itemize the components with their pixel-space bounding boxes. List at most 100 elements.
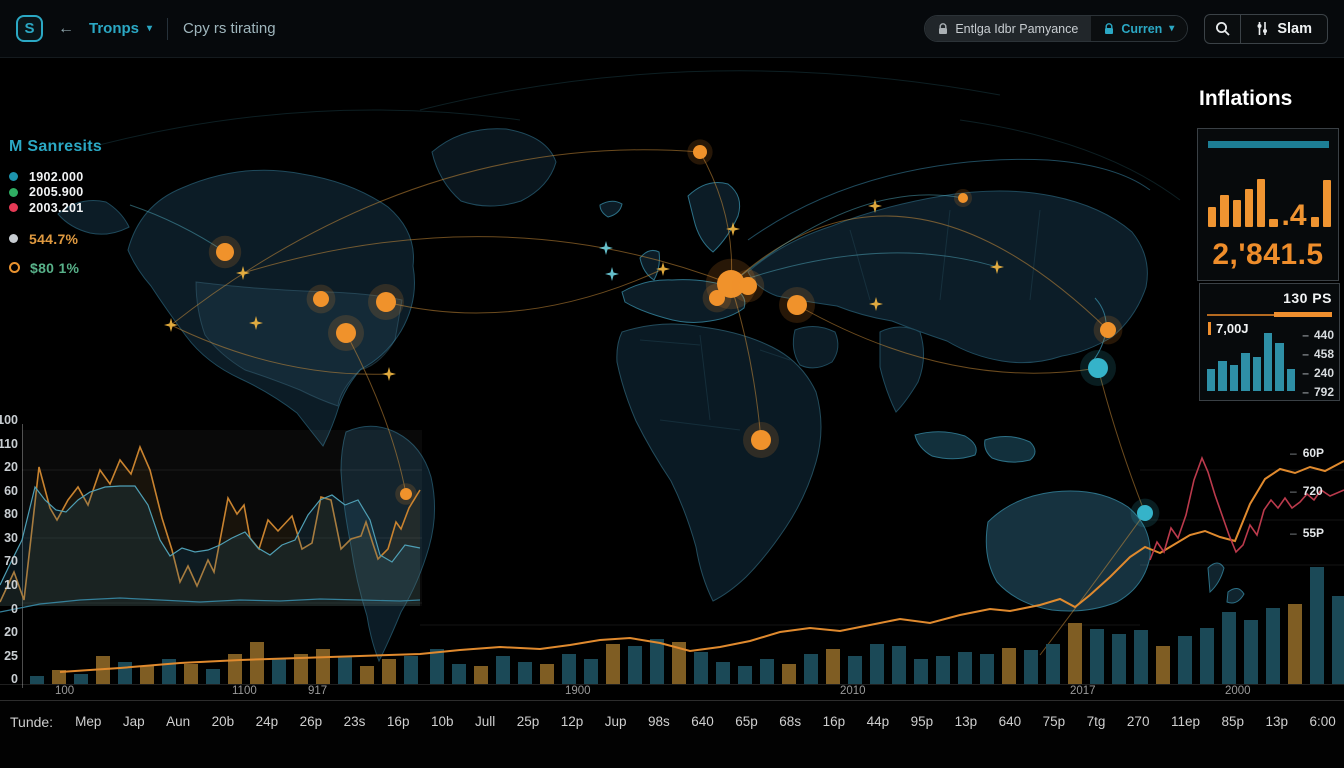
landmass-usa-highlight	[195, 281, 403, 407]
dashboard-stage: M Sanresits 1902.000 2005.900 2003.201 544…	[0, 58, 1344, 700]
timeline-label: 16p	[386, 714, 410, 729]
left-axis-label: 30	[4, 530, 18, 545]
map-node[interactable]	[1137, 505, 1153, 521]
timeline-label: Mep	[75, 714, 102, 729]
map-node[interactable]	[1088, 358, 1108, 378]
back-button[interactable]: ←	[58, 19, 74, 37]
lock-icon	[1105, 22, 1114, 34]
map-node[interactable]	[1100, 322, 1116, 338]
landmass-africa	[616, 323, 822, 602]
map-node[interactable]	[958, 193, 968, 203]
volume-bar	[1112, 634, 1126, 684]
volume-bar	[1046, 644, 1060, 684]
volume-bar	[540, 664, 554, 684]
map-node[interactable]	[739, 277, 757, 295]
map-node[interactable]	[717, 270, 745, 298]
search-button[interactable]	[1205, 14, 1242, 43]
gdp-bar	[1241, 353, 1250, 391]
minor-x-label: 917	[308, 685, 328, 697]
currency-button-label: Curren	[1121, 21, 1163, 36]
left-axis: 100 110 20 60 80 30 70 10 0 20 25 0	[0, 414, 18, 686]
flight-arc	[345, 332, 407, 495]
left-axis-label: 25	[4, 648, 18, 663]
landmass-north-america	[127, 169, 415, 447]
timeline-label: 11ep	[1170, 714, 1200, 729]
flight-arcs-layer	[129, 149, 1146, 656]
minor-x-label: 2000	[1225, 685, 1251, 697]
map-node[interactable]	[336, 323, 356, 343]
gdp-card-value: 7,00J	[1208, 321, 1249, 336]
x-axis-minor: 100 1100 917 1900 2010 2017 2000	[0, 685, 1344, 699]
graticule	[79, 70, 1181, 201]
map-node[interactable]	[313, 291, 329, 307]
volume-bar	[206, 669, 220, 684]
timeline-label: 6:00	[1309, 714, 1336, 729]
value-marker	[1208, 322, 1211, 335]
inflations-card[interactable]: .4 2,'841.5	[1197, 128, 1339, 281]
map-node[interactable]	[216, 243, 234, 261]
minor-x-label: 2010	[840, 685, 866, 697]
sparkle-icon	[164, 318, 178, 332]
timeline-label: 13p	[954, 714, 978, 729]
mini-bar	[1208, 207, 1217, 227]
volume-bar	[360, 666, 374, 684]
lock-icon	[939, 22, 948, 34]
volume-bar	[474, 666, 488, 684]
chart-panels	[0, 424, 1344, 688]
volume-bar	[1156, 646, 1170, 684]
map-node[interactable]	[787, 295, 807, 315]
gdp-tick: –240	[1302, 363, 1334, 382]
map-legend: M Sanresits 1902.000 2005.900 2003.201 544…	[9, 138, 102, 276]
timeline-label: Jap	[122, 714, 145, 729]
sparkle-icon	[382, 367, 396, 381]
timeline-label: 44p	[866, 714, 890, 729]
volume-bar	[74, 674, 88, 684]
volume-bar	[936, 656, 950, 684]
currency-button[interactable]: Curren ▾	[1091, 16, 1188, 41]
volume-bar	[1024, 650, 1038, 684]
left-axis-label: 0	[11, 601, 18, 616]
stat-value: $80 1%	[30, 259, 80, 276]
filter-button[interactable]: Slam	[1241, 15, 1327, 43]
volume-bar	[184, 664, 198, 684]
map-node[interactable]	[376, 292, 396, 312]
inflations-title: Inflations	[1199, 87, 1293, 110]
gdp-progress-line	[1207, 312, 1332, 317]
gdp-bar	[1207, 369, 1216, 391]
nav-title-dropdown[interactable]: Tronps ▾	[89, 20, 152, 37]
landmass-iceland	[599, 200, 623, 218]
filter-sliders-icon	[1257, 22, 1268, 35]
map-node[interactable]	[709, 290, 725, 306]
map-node[interactable]	[751, 430, 771, 450]
volume-bar	[496, 656, 510, 684]
gdp-bar	[1229, 365, 1239, 391]
trend-line	[59, 460, 1344, 673]
volume-bar	[870, 644, 884, 684]
volume-bar	[250, 642, 264, 684]
inflations-value: 2,'841.5	[1212, 238, 1324, 271]
timeline-axis: Tunde: Mep Jap Aun 20b 24p 26p 23s 16p 10b Jull 25…	[0, 700, 1344, 768]
privacy-button[interactable]: Entlga Idbr Pamyance	[925, 16, 1092, 41]
mini-bar	[1244, 189, 1253, 227]
timeline-label: 16p	[822, 714, 846, 729]
map-node[interactable]	[693, 145, 707, 159]
map-node[interactable]	[400, 488, 412, 500]
flight-arc	[732, 291, 762, 441]
timeline-label: 640	[691, 714, 714, 729]
volume-bar	[1332, 596, 1344, 684]
gdp-card[interactable]: 130 PS 7,00J –440–458–240–792	[1199, 283, 1340, 401]
volume-bar	[1134, 630, 1148, 684]
benchmark-line-layer	[1149, 455, 1344, 561]
sparkle-icon	[868, 199, 882, 213]
legend-title: M Sanresits	[9, 138, 103, 155]
volume-bar	[430, 649, 444, 684]
flight-arc	[1039, 512, 1146, 656]
legend-item: 2005.900	[9, 185, 102, 201]
mini-bar	[1269, 219, 1278, 227]
mini-bar	[1232, 200, 1241, 227]
world-map-scene	[0, 70, 1344, 688]
gdp-tick-value: 240	[1313, 365, 1334, 380]
sparkle-icon	[726, 222, 740, 236]
border-lines	[639, 209, 1041, 431]
app-logo-icon[interactable]: S	[16, 15, 43, 42]
